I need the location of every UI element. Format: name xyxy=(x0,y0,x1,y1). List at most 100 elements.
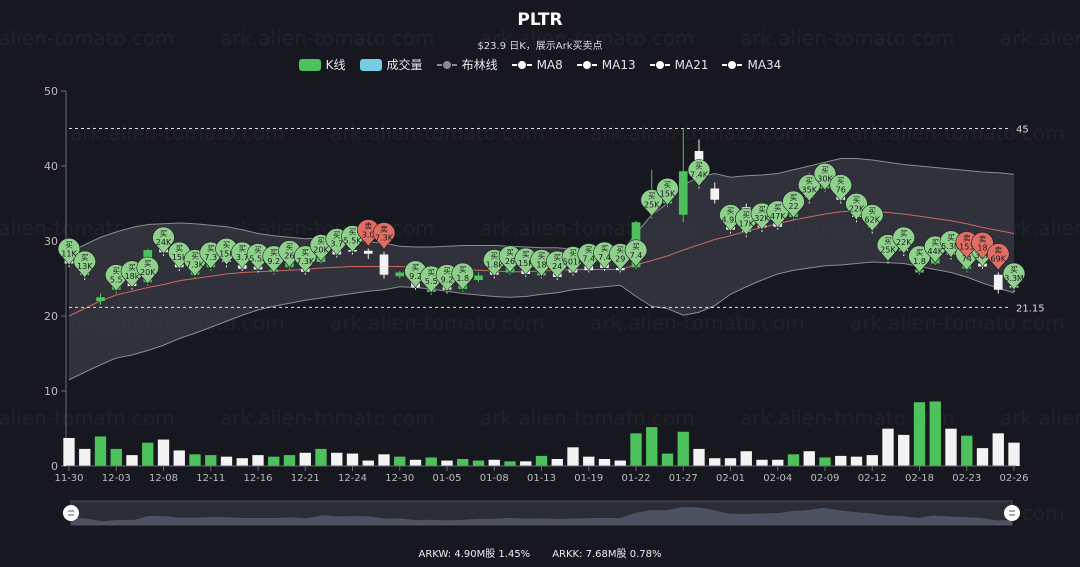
ark-buy-marker[interactable]: 买7.4 xyxy=(624,239,648,268)
ark-buy-marker[interactable]: 买7.4K xyxy=(687,159,711,188)
datazoom-left-handle[interactable] xyxy=(63,505,79,521)
x-tick-label: 01-19 xyxy=(574,473,603,484)
legend-item-3[interactable]: MA8 xyxy=(511,56,563,73)
legend-item-0[interactable]: K线 xyxy=(298,56,346,73)
ark-buy-marker[interactable]: 买7.3K xyxy=(293,245,317,274)
marker-side: 买 xyxy=(223,240,231,249)
mark-lines: 45 21.15 xyxy=(69,125,1045,314)
x-tick-label: 02-01 xyxy=(716,473,745,484)
marker-amount: 3.7 xyxy=(330,240,343,249)
marker-amount: 7.3K xyxy=(375,234,394,243)
candle-body xyxy=(363,250,373,254)
marker-amount: 69K xyxy=(991,255,1007,264)
watermark-text: ark.alien-tomato.com xyxy=(590,121,805,145)
x-tick-label: 12-11 xyxy=(196,473,225,484)
bollinger-upper xyxy=(68,158,1015,255)
volume-bar xyxy=(913,402,926,466)
legend-item-2[interactable]: 布林线 xyxy=(436,56,498,73)
marker-amount: 18 xyxy=(536,261,546,270)
volume-bar xyxy=(110,448,122,466)
volume-bar xyxy=(614,460,626,466)
volume-bar xyxy=(819,457,831,466)
marker-side: 买 xyxy=(821,165,829,174)
x-tick-label: 01-05 xyxy=(432,473,461,484)
marker-pin xyxy=(372,222,396,251)
mark-line-label: 45 xyxy=(1016,125,1029,136)
ark-buy-marker[interactable]: 买1.8 xyxy=(908,245,931,274)
handle-knob[interactable] xyxy=(63,505,79,521)
ark-sell-marker[interactable]: 卖7.3K xyxy=(372,222,396,251)
marker-side: 买 xyxy=(412,263,420,272)
ark-buy-marker[interactable]: 买1.8 xyxy=(451,262,475,291)
marker-amount: 22K xyxy=(849,204,865,213)
ark-buy-marker[interactable]: 买3.3M xyxy=(1002,262,1026,291)
marker-amount: 153 xyxy=(959,243,974,252)
marker-amount: 62K xyxy=(865,216,881,225)
marker-side: 买 xyxy=(333,231,341,240)
volume-bar xyxy=(1008,442,1020,466)
marker-pin xyxy=(640,189,664,218)
marker-side: 买 xyxy=(459,265,467,274)
volume-bar xyxy=(63,438,75,466)
volume-bar xyxy=(79,448,91,466)
marker-amount: 7.3K xyxy=(186,261,205,270)
volume-bar xyxy=(409,459,422,466)
handle-knob[interactable] xyxy=(1004,505,1020,521)
x-tick-label: 01-22 xyxy=(621,473,650,484)
ark-buy-marker[interactable]: 买22 xyxy=(782,190,805,219)
marker-amount: 5.3M xyxy=(941,242,961,251)
x-tick-label: 01-08 xyxy=(480,473,509,484)
marker-side: 买 xyxy=(65,240,73,249)
marker-side: 买 xyxy=(113,267,121,276)
marker-pin xyxy=(624,239,648,268)
watermark-text: ark.alien-tomato.com xyxy=(0,406,175,430)
volume-bar xyxy=(646,427,658,466)
legend-item-6[interactable]: MA34 xyxy=(722,56,781,73)
volume-bar xyxy=(693,448,705,466)
x-tick-label: 02-09 xyxy=(810,473,839,484)
marker-side: 买 xyxy=(81,253,89,262)
mark-line-label: 21.15 xyxy=(1016,303,1045,314)
marker-amount: 20K xyxy=(313,246,329,255)
marker-side: 买 xyxy=(774,203,782,212)
marker-pin xyxy=(152,226,175,255)
legend-item-1[interactable]: 成交量 xyxy=(359,56,423,73)
volume-bar xyxy=(598,459,611,466)
volume-bar xyxy=(835,455,847,466)
volume-bar xyxy=(504,461,516,466)
legend-item-5[interactable]: MA21 xyxy=(649,56,708,73)
watermark-text: ark.alien-tomato.com xyxy=(590,311,805,335)
volume-bar xyxy=(787,454,800,466)
watermark-text: ark.alien-tomato.com xyxy=(850,311,1065,335)
marker-amount: 1.8 xyxy=(913,257,926,266)
marker-side: 买 xyxy=(617,246,625,255)
legend-item-4[interactable]: MA13 xyxy=(576,56,636,73)
datazoom-right-handle[interactable] xyxy=(1004,505,1020,521)
legend-label: MA8 xyxy=(536,57,563,72)
marker-amount: 29 xyxy=(615,255,625,264)
volume-bar xyxy=(346,453,359,466)
ark-buy-marker[interactable]: 买76 xyxy=(829,174,853,203)
marker-side: 买 xyxy=(601,244,609,253)
marker-side: 买 xyxy=(853,195,861,204)
y-tick-label: 50 xyxy=(44,85,58,98)
datazoom-slider[interactable] xyxy=(63,500,1020,526)
x-tick-label: 12-30 xyxy=(385,473,414,484)
marker-pin xyxy=(136,256,160,285)
legend-label: MA13 xyxy=(601,57,636,72)
volume-bar xyxy=(457,459,469,466)
marker-amount: 1.8 xyxy=(456,274,469,283)
volume-bar xyxy=(945,428,957,466)
marker-amount: 7.4 xyxy=(598,253,611,262)
marker-amount: 501K xyxy=(563,258,584,267)
